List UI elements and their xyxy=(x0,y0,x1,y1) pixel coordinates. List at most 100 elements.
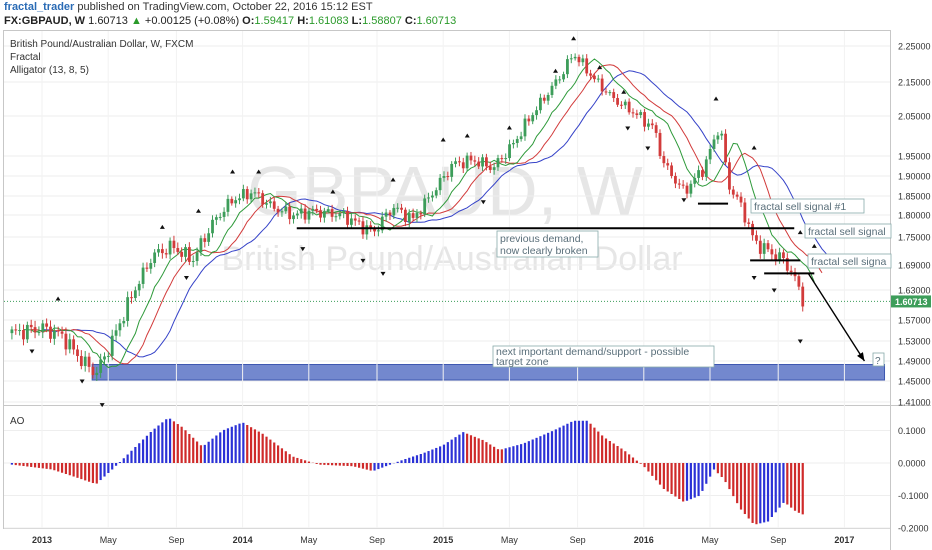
candle-body xyxy=(458,161,461,163)
candle-body xyxy=(292,215,295,220)
annotation-question[interactable]: ? xyxy=(872,352,885,367)
candle-body xyxy=(191,261,195,263)
candle-body xyxy=(315,208,319,211)
candle-body xyxy=(164,253,168,255)
candle-body xyxy=(465,155,469,169)
fractal-down-marker xyxy=(645,146,651,151)
candle-body xyxy=(670,165,673,176)
candle-body xyxy=(95,372,99,376)
annotation-signal-1[interactable]: fractal sell signal #1 xyxy=(750,198,865,214)
last-price-badge xyxy=(891,295,931,308)
svg-text:fractal sell signal #1: fractal sell signal #1 xyxy=(754,201,846,213)
fractal-up-marker xyxy=(195,208,201,213)
ao-tick-label: 0.0000 xyxy=(898,459,926,469)
projection-arrow-line xyxy=(807,272,866,362)
candle-body xyxy=(330,209,334,217)
candle-body xyxy=(400,207,403,210)
ao-tick-label: -0.1000 xyxy=(898,491,929,501)
candle-body xyxy=(249,193,253,200)
candle-body xyxy=(658,132,662,157)
candle-body xyxy=(137,283,141,291)
candle-body xyxy=(33,327,37,333)
candle-body xyxy=(299,208,303,214)
candle-body xyxy=(83,356,87,367)
candle-body xyxy=(295,213,299,216)
fractal-up-marker xyxy=(440,137,446,142)
price-tick-label: 1.90000 xyxy=(898,172,931,182)
candle-body xyxy=(195,252,199,262)
candle-body xyxy=(728,162,731,190)
candle-body xyxy=(766,243,770,250)
candle-body xyxy=(110,335,114,356)
candle-body xyxy=(704,159,708,177)
candle-body xyxy=(419,213,423,215)
candle-body xyxy=(72,339,76,350)
candle-body xyxy=(25,324,29,340)
candle-body xyxy=(411,213,415,218)
candle-body xyxy=(160,249,164,254)
candle-body xyxy=(612,92,616,99)
candle-body xyxy=(311,208,315,211)
candle-body xyxy=(674,175,677,184)
candle-body xyxy=(577,56,581,63)
candle-body xyxy=(542,97,546,101)
annotation-target-zone[interactable]: next important demand/support - possible… xyxy=(492,345,715,368)
author-link[interactable]: fractal_trader xyxy=(4,1,75,13)
price-tick-label: 1.49000 xyxy=(898,357,931,367)
candle-body xyxy=(149,263,153,269)
legend-alligator[interactable]: Alligator (13, 8, 5) xyxy=(10,65,89,76)
svg-text:now clearly broken: now clearly broken xyxy=(500,245,588,257)
candle-body xyxy=(535,110,538,116)
legend-fractal[interactable]: Fractal xyxy=(10,52,41,63)
candles xyxy=(10,53,805,381)
candle-body xyxy=(268,201,272,204)
candle-body xyxy=(245,189,249,200)
candle-body xyxy=(37,331,41,333)
candle-body xyxy=(234,200,238,204)
fractal-up-marker xyxy=(464,133,470,138)
legend-ao[interactable]: AO xyxy=(10,416,25,427)
candle-body xyxy=(566,59,569,75)
fractal-up-marker xyxy=(159,224,165,229)
last-price: 1.60713 xyxy=(88,15,128,27)
annotation-signal-2[interactable]: fractal sell signal xyxy=(804,223,892,239)
fractal-down-marker xyxy=(771,288,777,293)
candle-body xyxy=(87,356,91,367)
candle-body xyxy=(22,330,25,340)
candle-body xyxy=(477,161,481,167)
candle-body xyxy=(257,192,261,194)
annotation-signal-3[interactable]: fractal sell signa xyxy=(807,253,892,269)
ao-tick-label: -0.2000 xyxy=(898,524,929,534)
candle-body xyxy=(631,112,635,114)
candle-body xyxy=(10,329,14,334)
candle-body xyxy=(569,58,573,60)
fractal-up-marker xyxy=(506,125,512,130)
candle-body xyxy=(558,79,562,81)
candle-body xyxy=(18,330,22,332)
candle-body xyxy=(211,219,214,234)
annotation-previous-demand[interactable]: previous demand, now clearly broken xyxy=(496,230,599,258)
fractal-up-marker xyxy=(751,145,757,150)
candle-body xyxy=(689,183,693,194)
time-tick-label: 2014 xyxy=(233,535,253,545)
candle-body xyxy=(284,206,288,212)
ao-histogram xyxy=(10,418,804,525)
candle-body xyxy=(782,252,785,259)
candle-body xyxy=(68,339,72,350)
price-tick-label: 2.15000 xyxy=(898,78,931,88)
axes: 1.41000 1.45000 1.49000 1.53000 1.57000 1.630… xyxy=(32,42,931,545)
target-zone xyxy=(91,364,886,381)
candle-body xyxy=(434,190,438,196)
candle-body xyxy=(199,238,203,253)
fractal-up-marker xyxy=(621,89,627,94)
fractal-down-marker xyxy=(99,403,105,408)
fractal-up-marker xyxy=(390,177,396,182)
candle-body xyxy=(488,166,492,170)
candle-body xyxy=(430,195,434,198)
candle-body xyxy=(508,144,511,159)
candle-body xyxy=(523,118,527,137)
candle-body xyxy=(623,101,627,106)
time-tick-label: 2013 xyxy=(32,535,52,545)
fractal-up-marker xyxy=(713,96,719,101)
